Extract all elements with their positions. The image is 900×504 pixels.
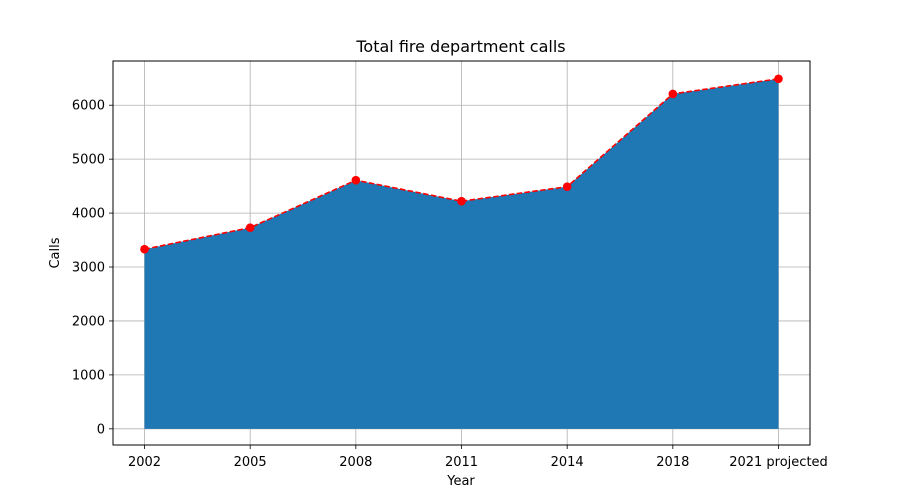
x-tick-label: 2008 <box>339 455 372 470</box>
data-point-marker <box>668 89 678 99</box>
y-tick-label: 4000 <box>72 207 105 222</box>
data-point-marker <box>457 196 466 206</box>
y-tick-label: 3000 <box>72 261 105 276</box>
area-layer <box>144 78 779 429</box>
data-point-marker <box>140 244 149 254</box>
x-tick-label: 2002 <box>128 455 161 470</box>
y-tick-label: 1000 <box>72 368 105 383</box>
data-point-marker <box>351 175 361 185</box>
y-tick-label: 6000 <box>72 99 105 114</box>
x-tick-label: 2011 <box>445 455 478 470</box>
x-tick-label: 2021 projected <box>729 455 828 470</box>
data-point-marker <box>562 182 572 191</box>
data-point-marker <box>245 223 255 232</box>
x-tick-label: 2014 <box>551 455 584 470</box>
y-tick-label: 2000 <box>72 314 105 329</box>
marker-layer <box>140 74 783 254</box>
y-ticks: 0 1000 2000 3000 4000 5000 6000 <box>72 99 113 437</box>
x-ticks: 2002 2005 2008 2011 2014 2018 2021 projected <box>128 445 828 470</box>
data-point-marker <box>774 74 783 84</box>
chart-title: Total fire department calls <box>355 37 565 56</box>
x-axis-label: Year <box>446 474 475 489</box>
y-tick-label: 0 <box>97 422 105 437</box>
x-tick-label: 2005 <box>234 455 267 470</box>
y-tick-label: 5000 <box>72 153 105 168</box>
y-axis-label: Calls <box>48 237 63 268</box>
area-fill <box>144 78 779 429</box>
x-tick-label: 2018 <box>656 455 689 470</box>
